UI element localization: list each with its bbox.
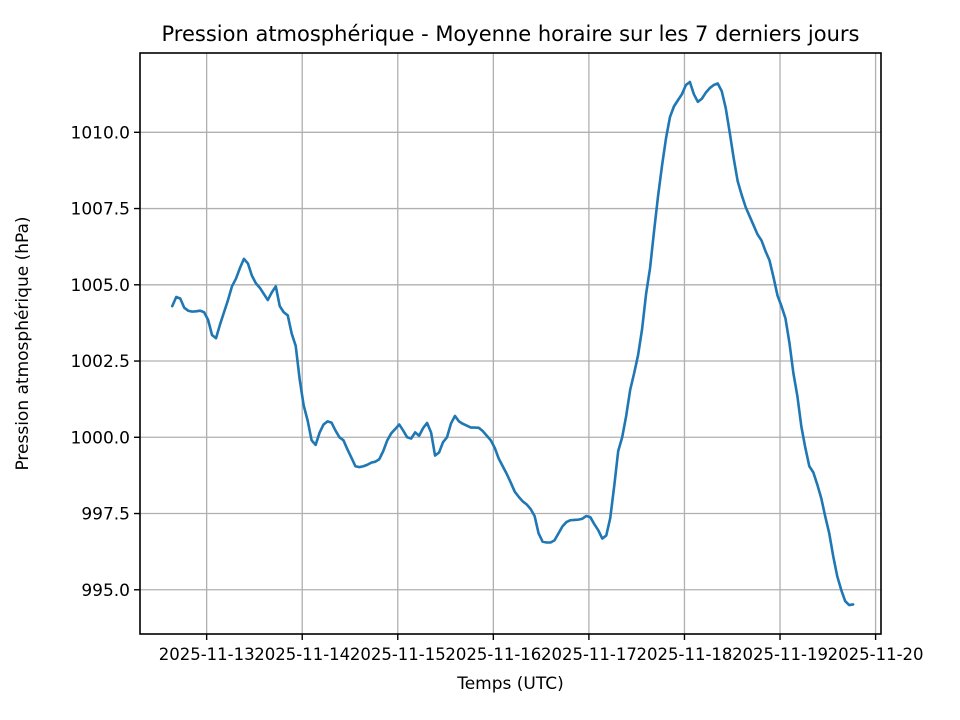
y-tick-label: 995.0 bbox=[81, 581, 130, 601]
y-tick-label: 1000.0 bbox=[71, 428, 130, 448]
y-tick-label: 997.5 bbox=[81, 505, 130, 525]
x-tick-label: 2025-11-16 bbox=[445, 645, 541, 664]
x-axis-label: Temps (UTC) bbox=[456, 674, 564, 694]
x-tick-label: 2025-11-13 bbox=[159, 645, 255, 664]
plot-border bbox=[139, 52, 882, 635]
x-tick-label: 2025-11-19 bbox=[732, 645, 828, 664]
y-tick-label: 1005.0 bbox=[71, 276, 130, 296]
y-tick-label: 1010.0 bbox=[71, 123, 130, 143]
y-tick-label: 1007.5 bbox=[71, 200, 130, 220]
pressure-line-series bbox=[170, 80, 855, 607]
x-tick-label: 2025-11-14 bbox=[254, 645, 350, 664]
x-tick-label: 2025-11-15 bbox=[350, 645, 446, 664]
y-axis-ticks bbox=[134, 131, 140, 591]
x-axis-ticks bbox=[205, 634, 877, 640]
x-tick-label: 2025-11-18 bbox=[637, 645, 733, 664]
x-tick-label: 2025-11-20 bbox=[828, 645, 924, 664]
y-axis-label: Pression atmosphérique (hPa) bbox=[13, 216, 33, 470]
y-axis-tick-labels: 995.0 997.5 1000.0 1002.5 1005.0 1007.5 1010.0 bbox=[71, 123, 130, 600]
y-tick-label: 1002.5 bbox=[71, 352, 130, 372]
x-axis-tick-labels: 2025-11-13 2025-11-14 2025-11-15 2025-11-16… bbox=[159, 645, 924, 664]
x-tick-label: 2025-11-17 bbox=[541, 645, 637, 664]
grid-lines bbox=[140, 53, 881, 634]
chart-title: Pression atmosphérique - Moyenne horaire… bbox=[162, 22, 860, 46]
